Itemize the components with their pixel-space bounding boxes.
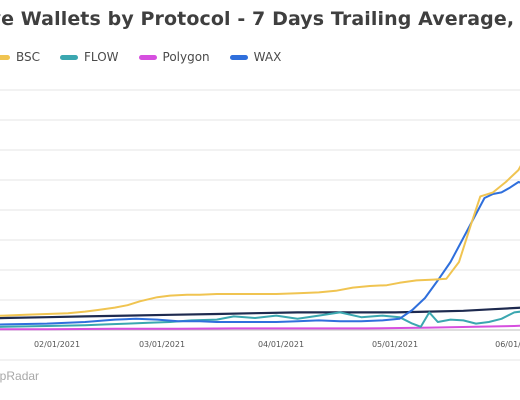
legend-label: FLOW [84,50,119,64]
chart-legend: BSC FLOW Polygon WAX [0,50,301,64]
legend-swatch [229,54,248,60]
legend-item-flow[interactable]: FLOW [60,50,119,64]
series-line-bsc [0,165,520,317]
legend-label: Polygon [162,50,210,64]
series-line-polygon [0,324,520,331]
x-tick-label: 02/01/2021 [34,340,80,349]
series-line-flow [0,310,520,328]
legend-label: WAX [253,50,282,64]
legend-item-wax[interactable]: WAX [229,50,282,64]
x-tick-label: 05/01/2021 [372,340,418,349]
legend-swatch [0,54,10,60]
legend-swatch [138,54,157,60]
x-tick-label: 06/01/ [495,340,520,349]
series-line-wax [0,181,520,326]
legend-swatch [60,54,79,60]
watermark-text: ppRadar [0,369,40,383]
legend-label: BSC [16,50,41,64]
x-tick-label: 03/01/2021 [139,340,185,349]
legend-item-polygon[interactable]: Polygon [138,50,210,64]
chart-title: ive Wallets by Protocol - 7 Days Trailin… [0,8,520,30]
legend-item-bsc[interactable]: BSC [0,50,40,64]
x-tick-label: 04/01/2021 [258,340,304,349]
series-line-unlabeled [0,306,520,320]
